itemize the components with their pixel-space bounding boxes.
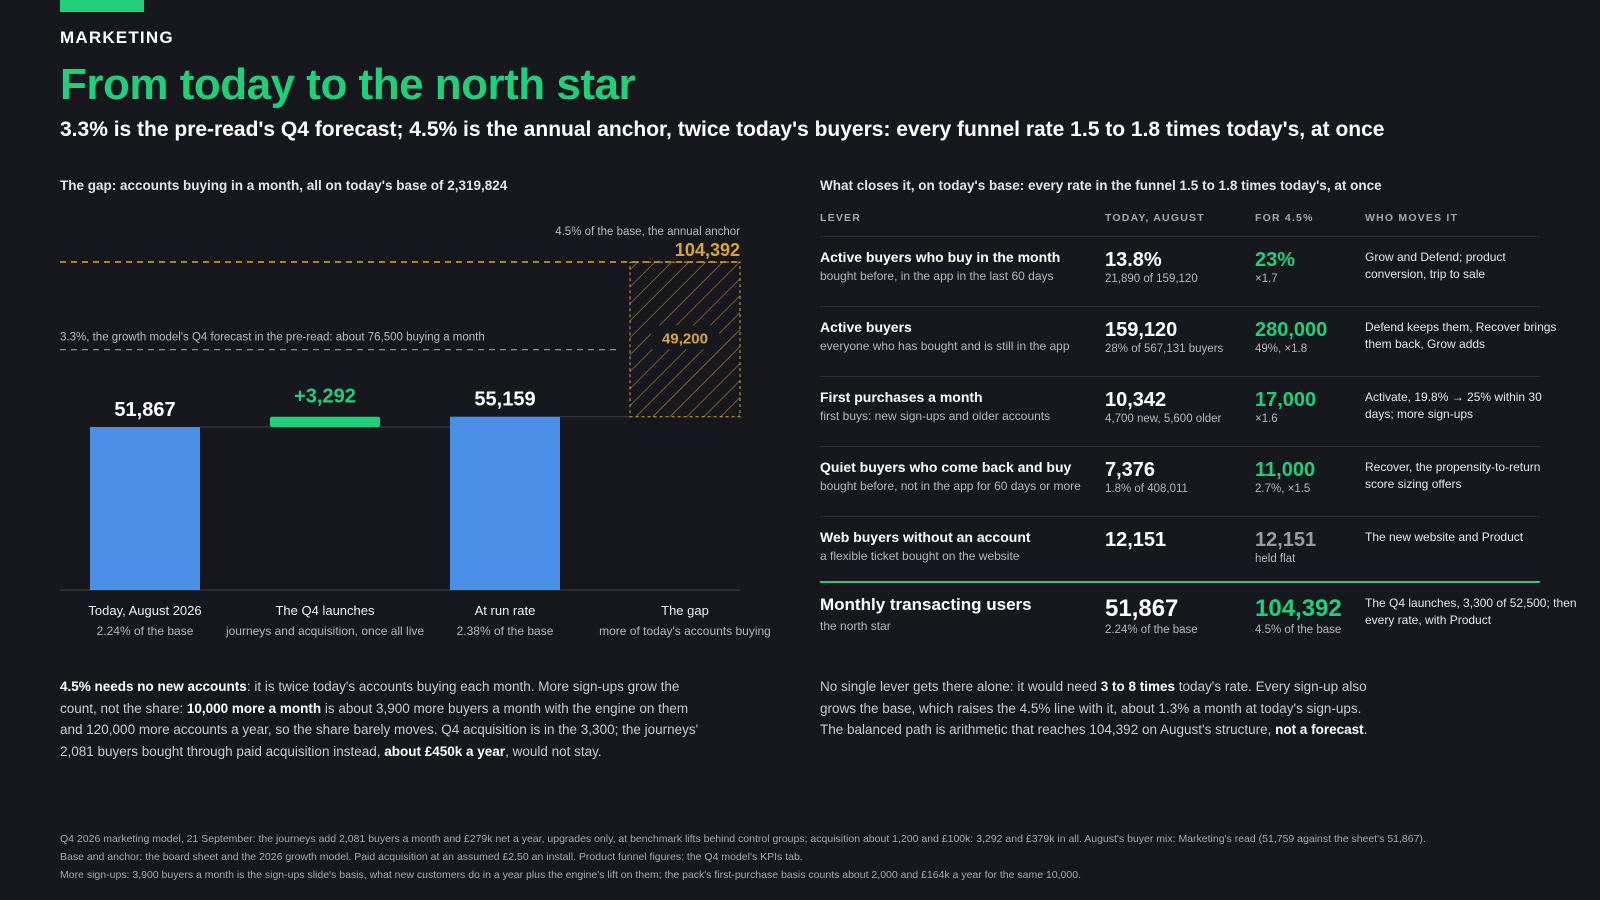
total-today-value: 51,867 <box>1105 595 1179 622</box>
category-sub-label: 2.24% of the base <box>97 624 194 638</box>
lever-name: First purchases a month <box>820 389 983 405</box>
lever-name: Web buyers without an account <box>820 529 1031 545</box>
total-name: Monthly transacting users <box>820 595 1032 614</box>
anchor-value: 104,392 <box>675 240 740 260</box>
header-today: TODAY, AUGUST <box>1105 212 1205 224</box>
footnotes: Q4 2026 marketing model, 21 September: t… <box>60 830 1550 884</box>
header-who: WHO MOVES IT <box>1365 212 1459 224</box>
bar-increase <box>270 416 380 428</box>
lever-description: bought before, not in the app for 60 day… <box>820 479 1081 493</box>
target-value: 280,000 <box>1255 319 1328 341</box>
lever-name: Active buyers <box>820 319 912 335</box>
total-target-detail: 4.5% of the base <box>1255 624 1342 636</box>
lever-description: first buys: new sign-ups and older accou… <box>820 409 1051 423</box>
bar <box>450 416 560 590</box>
total-target-value: 104,392 <box>1255 595 1342 622</box>
owner-text: The new website and Product <box>1365 530 1524 544</box>
chart-title: The gap: accounts buying in a month, all… <box>60 178 508 193</box>
total-owner-text: The Q4 launches, 3,300 of 52,500; then e… <box>1365 596 1577 627</box>
bar-value-label: 51,867 <box>114 399 175 421</box>
left-commentary: 4.5% needs no new accounts: it is twice … <box>60 679 699 760</box>
header-lever: LEVER <box>820 212 862 224</box>
lever-description: everyone who has bought and is still in … <box>820 339 1070 353</box>
bar-value-label: 49,200 <box>662 330 708 347</box>
target-value: 23% <box>1255 249 1296 271</box>
target-value: 11,000 <box>1255 459 1316 481</box>
right-commentary: No single lever gets there alone: it wou… <box>820 679 1368 738</box>
table-row: First purchases a month first buys: new s… <box>820 376 1542 447</box>
total-today-detail: 2.24% of the base <box>1105 624 1198 636</box>
accent-bar <box>60 0 144 12</box>
category-label: The gap <box>661 603 709 618</box>
page-title: From today to the north star <box>60 60 636 109</box>
lever-description: bought before, in the app in the last 60… <box>820 269 1054 283</box>
target-detail: 2.7%, ×1.5 <box>1255 483 1311 495</box>
total-row: Monthly transacting users the north star … <box>820 581 1577 647</box>
target-detail: 49%, ×1.8 <box>1255 343 1308 355</box>
gap-label-bg <box>651 325 719 350</box>
table-row: Quiet buyers who come back and buy bought… <box>820 446 1540 517</box>
lever-name: Active buyers who buy in the month <box>820 249 1061 265</box>
owner-text: Activate, 19.8% → 25% within 30 days; mo… <box>1365 390 1542 421</box>
table-row: Web buyers without an account a flexible … <box>820 516 1540 587</box>
page-subtitle: 3.3% is the pre-read's Q4 forecast; 4.5%… <box>60 118 1385 141</box>
forecast-label: 3.3%, the growth model's Q4 forecast in … <box>60 332 485 344</box>
table-row: Active buyers who buy in the month bought… <box>820 236 1540 307</box>
target-value: 12,151 <box>1255 529 1317 551</box>
today-value: 159,120 <box>1105 319 1178 341</box>
footnote-line: Base and anchor: the board sheet and the… <box>60 851 803 863</box>
today-detail: 21,890 of 159,120 <box>1105 273 1198 285</box>
bar-value-label: 55,159 <box>474 389 535 411</box>
table-row: Active buyers everyone who has bought and… <box>820 306 1556 377</box>
target-detail: ×1.7 <box>1255 273 1278 285</box>
category-label: At run rate <box>475 603 536 618</box>
owner-text: Recover, the propensity-to-return score … <box>1365 460 1541 491</box>
today-value: 12,151 <box>1105 529 1167 551</box>
bar <box>90 427 200 590</box>
today-detail: 1.8% of 408,011 <box>1105 483 1188 495</box>
total-description: the north star <box>820 619 891 633</box>
today-detail: 28% of 567,131 buyers <box>1105 343 1224 355</box>
footnote-line: More sign-ups: 3,900 buyers a month is t… <box>60 869 1081 881</box>
header-target: FOR 4.5% <box>1255 212 1314 224</box>
category-sub-label: 2.38% of the base <box>457 624 554 638</box>
category-sub-label: more of today's accounts buying <box>599 624 771 638</box>
section-label: MARKETING <box>60 28 174 47</box>
table-title: What closes it, on today's base: every r… <box>820 178 1382 193</box>
target-value: 17,000 <box>1255 389 1317 411</box>
target-detail: ×1.6 <box>1255 413 1278 425</box>
today-value: 7,376 <box>1105 459 1156 481</box>
category-sub-label: journeys and acquisition, once all live <box>225 624 424 638</box>
today-detail: 4,700 new, 5,600 older <box>1105 413 1222 425</box>
today-value: 13.8% <box>1105 249 1162 271</box>
owner-text: Grow and Defend; product conversion, tri… <box>1365 250 1506 281</box>
category-label: The Q4 launches <box>275 603 375 618</box>
target-detail: held flat <box>1255 553 1296 565</box>
category-label: Today, August 2026 <box>88 603 201 618</box>
footnote-line: Q4 2026 marketing model, 21 September: t… <box>60 833 1426 845</box>
today-value: 10,342 <box>1105 389 1167 411</box>
bar-value-label: +3,292 <box>294 386 356 408</box>
lever-name: Quiet buyers who come back and buy <box>820 459 1072 475</box>
owner-text: Defend keeps them, Recover brings them b… <box>1365 320 1557 351</box>
waterfall-chart: 4.5% of the base, the annual anchor 104,3… <box>60 226 771 638</box>
lever-description: a flexible ticket bought on the website <box>820 549 1020 563</box>
anchor-label: 4.5% of the base, the annual anchor <box>555 226 740 238</box>
